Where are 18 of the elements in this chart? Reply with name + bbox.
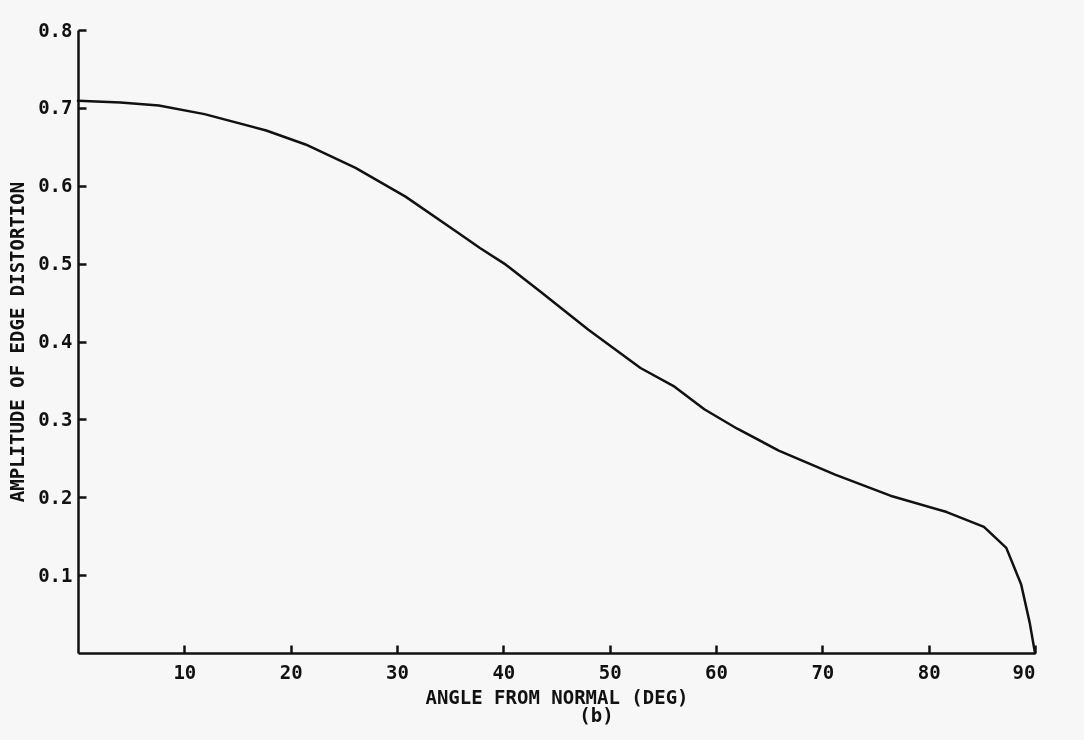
x-tick-label: 70 xyxy=(811,660,835,683)
x-tick-label: 10 xyxy=(173,660,197,683)
x-tick-label: 20 xyxy=(279,660,303,683)
x-tick-label: 30 xyxy=(386,660,409,683)
y-axis-title: AMPLITUDE OF EDGE DISTORTION xyxy=(6,181,29,503)
y-tick-label: 0.6 xyxy=(38,174,73,197)
y-tick-label: 0.3 xyxy=(38,407,73,430)
x-tick-label: 80 xyxy=(917,660,941,683)
y-tick-label: 0.2 xyxy=(38,485,73,508)
y-tick-label: 0.5 xyxy=(38,252,73,275)
x-tick-label: 50 xyxy=(598,660,622,683)
x-tick-label: 40 xyxy=(492,660,516,683)
y-tick-label: 0.7 xyxy=(38,96,73,119)
x-tick-label: 90 xyxy=(1012,660,1036,683)
y-tick-label: 0.8 xyxy=(38,18,73,41)
y-tick-label: 0.4 xyxy=(38,330,73,352)
x-tick-label: 60 xyxy=(705,660,728,683)
y-tick-label: 0.1 xyxy=(38,563,73,586)
